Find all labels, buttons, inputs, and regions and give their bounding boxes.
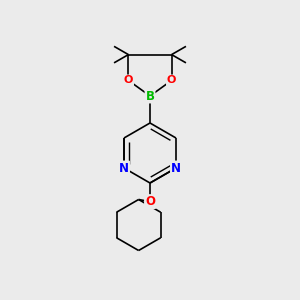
Text: B: B (146, 89, 154, 103)
Text: N: N (119, 161, 129, 175)
Text: N: N (171, 161, 181, 175)
Text: O: O (167, 75, 176, 85)
Text: O: O (124, 75, 133, 85)
Text: O: O (145, 195, 155, 208)
